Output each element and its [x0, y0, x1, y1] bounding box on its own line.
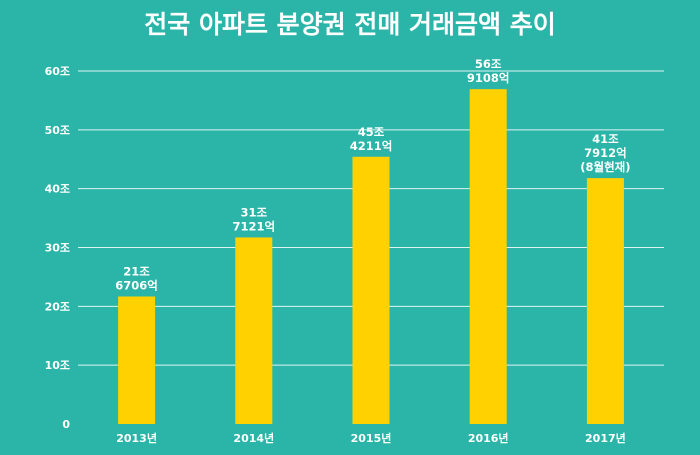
bar [469, 89, 507, 424]
y-tick-label: 50조 [45, 124, 70, 137]
data-label: 7912억 [584, 146, 627, 160]
x-tick-label: 2017년 [585, 431, 626, 445]
data-label: 9108억 [467, 71, 510, 85]
data-label: 45조 [358, 125, 385, 139]
data-label: 31조 [241, 205, 268, 219]
data-label: (8월현재) [580, 160, 630, 174]
data-label: 56조 [475, 57, 502, 71]
bar [235, 237, 273, 424]
x-axis-ticks: 2013년 2014년 2015년 2016년 2017년 [116, 431, 626, 445]
bar [352, 156, 390, 424]
x-tick-label: 2013년 [116, 431, 157, 445]
data-label: 6706억 [115, 279, 158, 293]
data-label: 21조 [123, 265, 150, 279]
bar [118, 296, 156, 424]
chart-title: 전국 아파트 분양권 전매 거래금액 추이 [144, 10, 556, 39]
bar [586, 178, 624, 424]
data-label: 7121억 [233, 219, 276, 233]
data-label: 4211억 [350, 139, 393, 153]
y-tick-label: 10조 [45, 359, 70, 372]
bars [118, 89, 624, 424]
y-tick-label: 30조 [45, 242, 70, 255]
y-tick-label: 0 [62, 418, 70, 431]
y-tick-label: 20조 [45, 300, 70, 313]
x-tick-label: 2016년 [468, 431, 509, 445]
x-tick-label: 2015년 [351, 431, 392, 445]
data-label: 41조 [592, 132, 619, 146]
x-tick-label: 2014년 [233, 431, 274, 445]
y-axis-ticks: 0 10조 20조 30조 40조 50조 60조 [45, 65, 71, 431]
y-tick-label: 60조 [45, 65, 70, 78]
y-tick-label: 40조 [45, 183, 70, 196]
